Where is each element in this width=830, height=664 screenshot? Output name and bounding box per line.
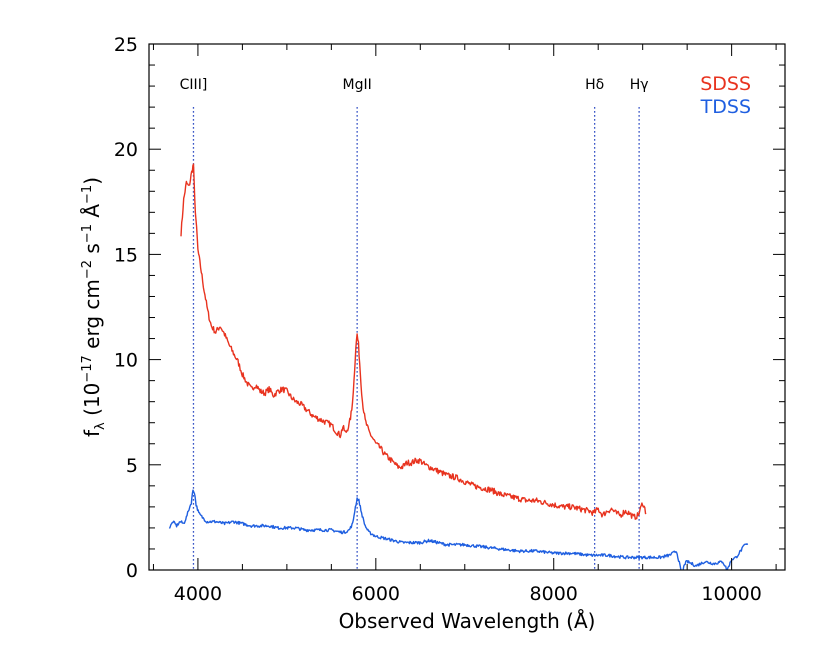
series-line-tdss bbox=[168, 489, 749, 570]
x-tick-label: 4000 bbox=[174, 583, 222, 605]
legend-entry-tdss: TDSS bbox=[700, 96, 751, 118]
reference-line-label: MgII bbox=[343, 77, 372, 93]
reference-line-label: CIII] bbox=[180, 77, 208, 93]
legend-entry-sdss: SDSS bbox=[700, 73, 751, 95]
reference-lines bbox=[192, 107, 640, 570]
y-tick-label: 20 bbox=[114, 139, 138, 161]
x-tick-label: 10000 bbox=[701, 583, 761, 605]
y-tick-label: 0 bbox=[126, 560, 138, 582]
axis-tick-labels: 4000 6000 8000 10000 0 5 10 15 20 25 bbox=[114, 34, 762, 605]
y-tick-label: 5 bbox=[126, 455, 138, 477]
x-tick-label: 6000 bbox=[352, 583, 400, 605]
y-axis-title: fλ (10−17 erg cm−2 s−1 Å−1) bbox=[80, 177, 108, 437]
reference-line-label: Hγ bbox=[630, 77, 649, 93]
y-tick-label: 25 bbox=[114, 34, 138, 56]
series-group bbox=[168, 163, 749, 570]
reference-line-label: Hδ bbox=[585, 77, 604, 93]
x-tick-label: 8000 bbox=[530, 583, 578, 605]
x-axis-title: Observed Wavelength (Å) bbox=[339, 609, 596, 633]
y-tick-label: 15 bbox=[114, 244, 138, 266]
plot-frame bbox=[148, 43, 786, 571]
axis-ticks bbox=[149, 43, 785, 571]
y-tick-label: 10 bbox=[114, 350, 138, 372]
reference-line-labels: CIII] MgII Hδ Hγ bbox=[180, 77, 649, 93]
series-line-sdss bbox=[180, 163, 647, 520]
